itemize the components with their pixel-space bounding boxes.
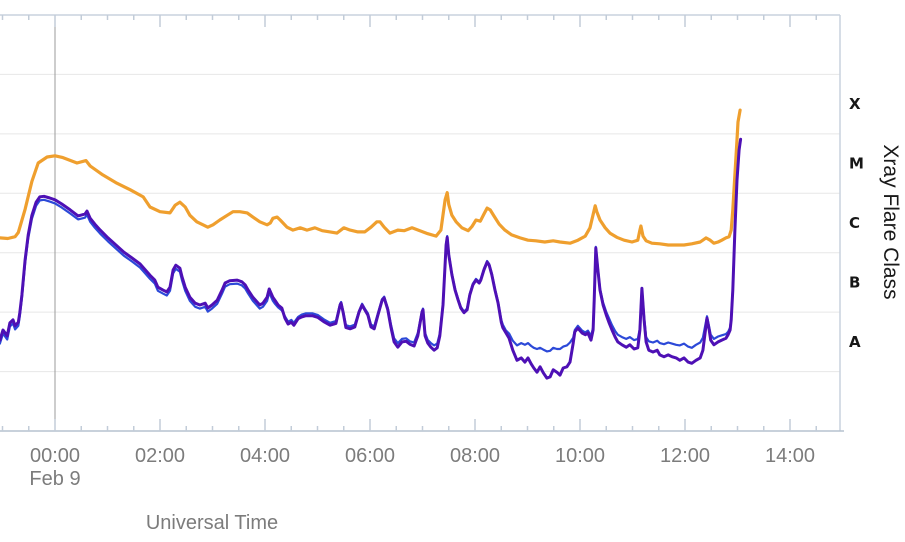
class-labels-group: X M C B A bbox=[849, 95, 864, 351]
x-tick-label: 10:00 bbox=[555, 445, 605, 467]
flare-class-label: B bbox=[849, 273, 860, 291]
x-tick-label: 06:00 bbox=[345, 445, 395, 467]
series-group bbox=[0, 108, 743, 380]
borders-group bbox=[0, 14, 844, 432]
y-axis-title: Xray Flare Class bbox=[879, 144, 902, 299]
flare-class-label: M bbox=[849, 155, 864, 173]
x-tick-label: 02:00 bbox=[135, 445, 185, 467]
gridlines-group bbox=[0, 73, 840, 373]
flare-class-label: A bbox=[849, 333, 861, 351]
x-tick-labels-group: 00:00 02:00 04:00 06:00 08:00 10:00 12:00 14:00… bbox=[29, 445, 815, 490]
x-tick-label: 04:00 bbox=[240, 445, 290, 467]
flare-class-label: X bbox=[849, 95, 861, 113]
x-tick-label: 08:00 bbox=[450, 445, 500, 467]
xray-short-channel-b-line bbox=[0, 137, 743, 380]
x-axis-title: Universal Time bbox=[146, 512, 278, 534]
x-tick-label: 00:00 bbox=[30, 445, 80, 467]
xray-long-channel-line bbox=[0, 108, 742, 247]
x-tick-label: 12:00 bbox=[660, 445, 710, 467]
flare-class-label: C bbox=[849, 214, 860, 232]
ticks-group bbox=[1, 15, 817, 431]
x-axis-date-label: Feb 9 bbox=[29, 468, 80, 490]
x-tick-label: 14:00 bbox=[765, 445, 815, 467]
axis-titles-group: Universal Time Xray Flare Class bbox=[146, 144, 902, 534]
